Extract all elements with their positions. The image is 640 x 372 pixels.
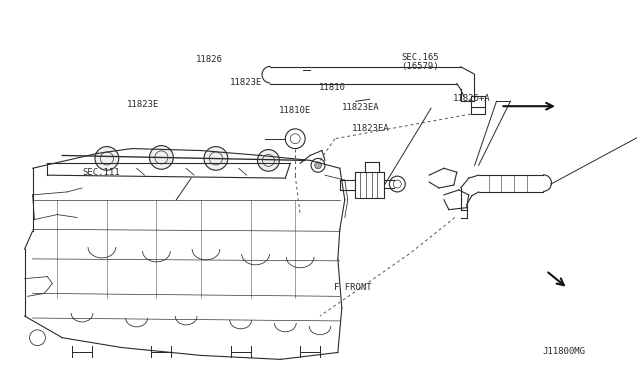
Circle shape	[204, 147, 228, 170]
Text: (16579): (16579)	[401, 62, 439, 71]
Text: 11826+A: 11826+A	[453, 94, 491, 103]
Text: 11826: 11826	[196, 55, 223, 64]
Text: 11823E: 11823E	[127, 100, 159, 109]
Text: 11810: 11810	[319, 83, 346, 92]
Text: SEC.165: SEC.165	[401, 53, 439, 62]
Text: 11823EA: 11823EA	[342, 103, 380, 112]
Text: F FRONT: F FRONT	[334, 283, 372, 292]
Text: J11800MG: J11800MG	[542, 347, 585, 356]
Circle shape	[314, 162, 321, 169]
Circle shape	[311, 158, 325, 172]
Circle shape	[150, 145, 173, 169]
Bar	[355, 172, 385, 198]
Text: 11823EA: 11823EA	[352, 124, 389, 133]
Text: SEC.111: SEC.111	[82, 167, 120, 177]
Circle shape	[95, 147, 119, 170]
Circle shape	[257, 150, 279, 171]
Text: 11810E: 11810E	[279, 106, 311, 115]
Text: 11823E: 11823E	[230, 78, 262, 87]
Bar	[470, 96, 484, 114]
Circle shape	[389, 176, 405, 192]
Circle shape	[285, 129, 305, 148]
